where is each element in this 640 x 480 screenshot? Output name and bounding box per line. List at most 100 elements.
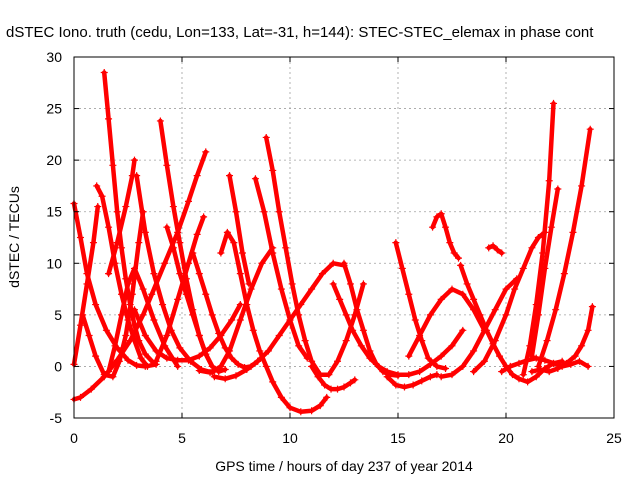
data-point bbox=[243, 301, 251, 309]
data-point bbox=[202, 148, 210, 156]
data-point bbox=[275, 331, 283, 339]
data-point bbox=[394, 372, 402, 380]
data-point bbox=[176, 239, 184, 247]
data-point bbox=[221, 344, 229, 352]
data-point bbox=[346, 379, 354, 387]
data-point bbox=[534, 234, 542, 241]
data-point bbox=[163, 331, 171, 339]
data-point bbox=[346, 280, 354, 288]
data-point bbox=[569, 228, 577, 236]
data-point bbox=[163, 161, 171, 169]
data-point bbox=[236, 316, 244, 324]
series-line bbox=[521, 101, 556, 377]
series-track bbox=[519, 99, 558, 379]
data-point bbox=[463, 280, 471, 288]
data-point bbox=[418, 377, 426, 385]
data-point bbox=[329, 280, 337, 288]
series-track bbox=[163, 223, 229, 376]
data-point bbox=[102, 326, 110, 334]
series-line bbox=[263, 135, 366, 377]
data-point bbox=[141, 350, 149, 358]
data-point bbox=[392, 381, 400, 389]
data-point bbox=[571, 352, 579, 360]
data-point bbox=[208, 362, 216, 370]
data-point bbox=[295, 342, 303, 350]
data-point bbox=[247, 285, 255, 293]
data-point bbox=[141, 331, 149, 339]
data-point bbox=[115, 357, 123, 365]
data-point bbox=[238, 249, 246, 257]
data-point bbox=[210, 373, 218, 381]
y-tick-label: 15 bbox=[46, 204, 62, 220]
data-point bbox=[336, 295, 344, 303]
series-track bbox=[470, 228, 549, 376]
x-tick-label: 0 bbox=[70, 430, 78, 446]
data-point bbox=[228, 354, 236, 362]
data-point bbox=[578, 342, 586, 350]
data-point bbox=[113, 208, 121, 216]
data-point bbox=[245, 280, 253, 288]
data-point bbox=[429, 223, 437, 231]
data-point bbox=[442, 364, 450, 372]
data-point bbox=[470, 368, 478, 376]
data-point bbox=[122, 331, 130, 339]
data-point bbox=[586, 125, 594, 133]
data-point bbox=[489, 242, 497, 250]
data-point bbox=[275, 208, 283, 216]
data-point bbox=[519, 264, 527, 272]
data-point bbox=[195, 270, 203, 278]
series-track bbox=[210, 259, 348, 383]
data-point bbox=[262, 133, 270, 141]
data-point bbox=[105, 115, 113, 123]
x-tick-label: 25 bbox=[606, 430, 622, 446]
data-point bbox=[342, 337, 350, 345]
series-line bbox=[197, 245, 275, 375]
data-point bbox=[437, 210, 445, 218]
data-point bbox=[258, 259, 266, 267]
data-point bbox=[100, 371, 108, 379]
data-point bbox=[118, 311, 126, 319]
data-point bbox=[94, 203, 102, 211]
data-point bbox=[85, 331, 93, 339]
data-point bbox=[575, 357, 583, 365]
data-point bbox=[359, 326, 367, 334]
data-point bbox=[150, 270, 158, 278]
data-point bbox=[217, 249, 225, 257]
data-point bbox=[519, 371, 527, 379]
series-track bbox=[70, 203, 102, 368]
data-point bbox=[359, 280, 367, 288]
data-point bbox=[480, 357, 488, 365]
series-track bbox=[528, 303, 596, 376]
data-point bbox=[491, 337, 499, 345]
data-point bbox=[502, 311, 510, 319]
data-point bbox=[560, 270, 568, 278]
data-point bbox=[508, 371, 516, 379]
data-point bbox=[493, 246, 501, 254]
data-point bbox=[584, 362, 592, 370]
data-point bbox=[109, 161, 117, 169]
series-track bbox=[485, 242, 506, 257]
data-point bbox=[454, 254, 462, 262]
data-point bbox=[318, 270, 326, 278]
data-point bbox=[498, 249, 506, 257]
data-point bbox=[130, 156, 138, 164]
data-point bbox=[528, 352, 536, 360]
data-point bbox=[193, 172, 201, 180]
data-point bbox=[476, 311, 484, 319]
series-track bbox=[262, 133, 367, 379]
data-point bbox=[459, 290, 467, 298]
series-track bbox=[383, 371, 441, 391]
data-point bbox=[349, 326, 357, 334]
data-point bbox=[506, 362, 514, 370]
data-point bbox=[366, 347, 374, 355]
data-point bbox=[184, 197, 192, 205]
data-point bbox=[215, 329, 223, 337]
data-point bbox=[221, 375, 229, 383]
data-point bbox=[133, 361, 141, 369]
data-point bbox=[143, 362, 151, 370]
series-line bbox=[438, 276, 520, 379]
x-tick-label: 10 bbox=[282, 430, 298, 446]
data-point bbox=[409, 381, 417, 389]
series-line bbox=[406, 286, 487, 359]
data-point bbox=[405, 290, 413, 298]
